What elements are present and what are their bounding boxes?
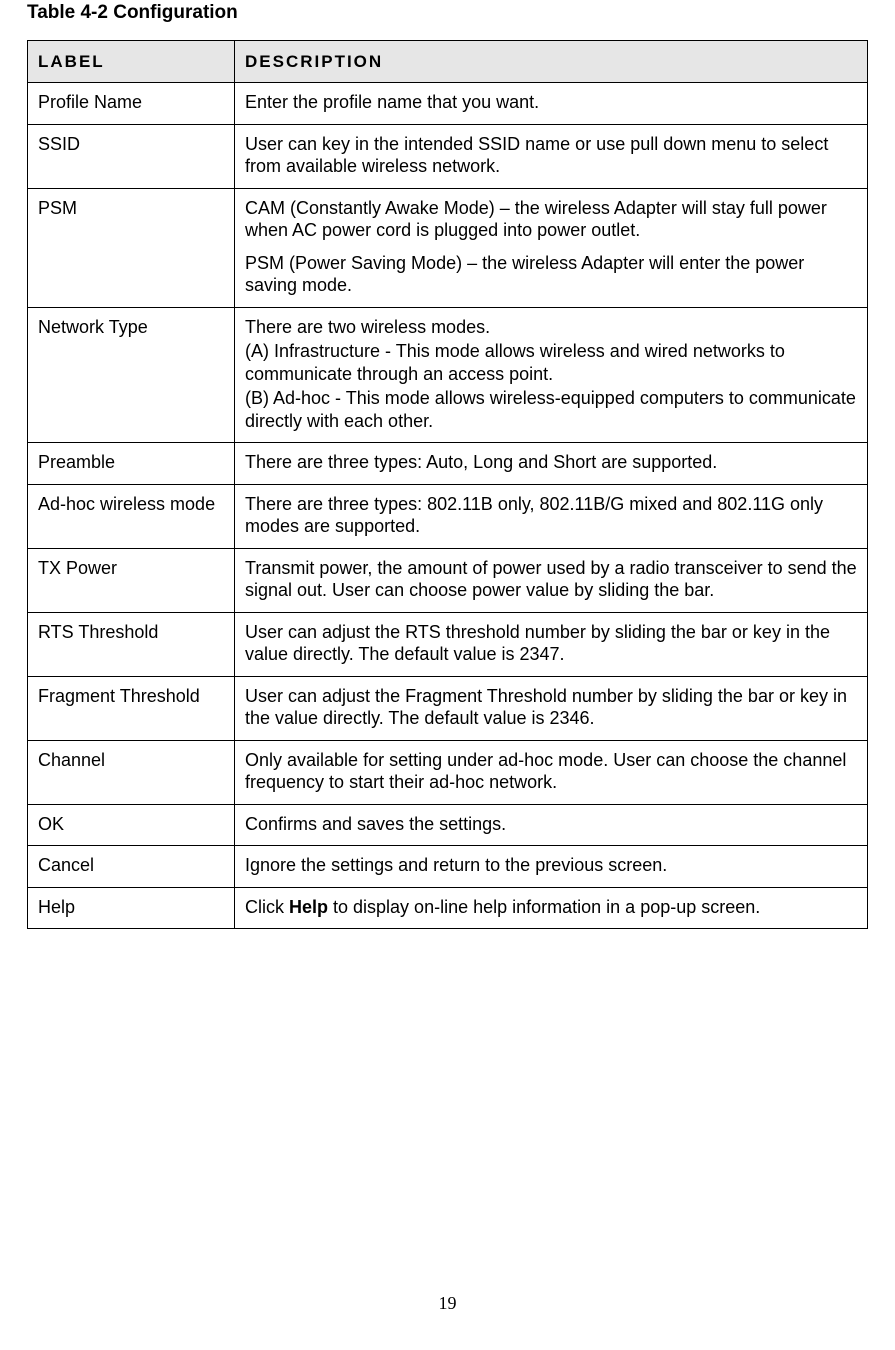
cell-label: Channel [28,740,235,804]
description-paragraph: User can key in the intended SSID name o… [245,133,857,178]
description-paragraph: There are two wireless modes. [245,316,857,339]
table-row: TX PowerTransmit power, the amount of po… [28,548,868,612]
table-row: Preamble There are three types: Auto, Lon… [28,443,868,485]
cell-label: Preamble [28,443,235,485]
table-row: Network TypeThere are two wireless modes… [28,307,868,443]
description-paragraph: Only available for setting under ad-hoc … [245,749,857,794]
table-row: OK Confirms and saves the settings. [28,804,868,846]
page-content: Table 4-2 Configuration LABEL DESCRIPTIO… [0,0,895,929]
cell-description: CAM (Constantly Awake Mode) – the wirele… [235,188,868,307]
cell-label: OK [28,804,235,846]
description-paragraph: There are three types: 802.11B only, 802… [245,493,857,538]
description-paragraph: PSM (Power Saving Mode) – the wireless A… [245,252,857,297]
cell-label: Ad-hoc wireless mode [28,484,235,548]
cell-description: User can adjust the RTS threshold number… [235,612,868,676]
bold-text: Help [289,897,328,917]
description-paragraph: (A) Infrastructure - This mode allows wi… [245,340,857,385]
description-paragraph: Ignore the settings and return to the pr… [245,854,857,877]
table-row: Ad-hoc wireless modeThere are three type… [28,484,868,548]
cell-description: Ignore the settings and return to the pr… [235,846,868,888]
cell-description: User can key in the intended SSID name o… [235,124,868,188]
cell-label: SSID [28,124,235,188]
table-row: Profile Name Enter the profile name that … [28,83,868,125]
table-row: HelpClick Help to display on-line help i… [28,887,868,929]
cell-description: There are three types: 802.11B only, 802… [235,484,868,548]
table-body: Profile Name Enter the profile name that … [28,83,868,929]
description-paragraph: Transmit power, the amount of power used… [245,557,857,602]
description-paragraph: There are three types: Auto, Long and Sh… [245,451,857,474]
description-paragraph: User can adjust the Fragment Threshold n… [245,685,857,730]
header-description: DESCRIPTION [235,41,868,83]
description-paragraph: Click Help to display on-line help infor… [245,896,857,919]
description-paragraph: (B) Ad-hoc - This mode allows wireless-e… [245,387,857,432]
description-paragraph: CAM (Constantly Awake Mode) – the wirele… [245,197,857,242]
table-row: SSIDUser can key in the intended SSID na… [28,124,868,188]
table-header-row: LABEL DESCRIPTION [28,41,868,83]
table-row: ChannelOnly available for setting under … [28,740,868,804]
description-paragraph: Confirms and saves the settings. [245,813,857,836]
table-row: PSMCAM (Constantly Awake Mode) – the wir… [28,188,868,307]
table-row: RTS ThresholdUser can adjust the RTS thr… [28,612,868,676]
cell-label: RTS Threshold [28,612,235,676]
cell-description: User can adjust the Fragment Threshold n… [235,676,868,740]
cell-description: Enter the profile name that you want. [235,83,868,125]
cell-label: Network Type [28,307,235,443]
text: to display on-line help information in a… [328,897,760,917]
caption-prefix: Table 4-2 [27,2,113,23]
cell-label: Help [28,887,235,929]
table-row: Cancel Ignore the settings and return to … [28,846,868,888]
table-row: Fragment ThresholdUser can adjust the Fr… [28,676,868,740]
configuration-table: LABEL DESCRIPTION Profile Name Enter the … [27,40,868,929]
cell-label: Profile Name [28,83,235,125]
cell-description: Only available for setting under ad-hoc … [235,740,868,804]
text: Click [245,897,289,917]
cell-label: Fragment Threshold [28,676,235,740]
header-label: LABEL [28,41,235,83]
cell-label: TX Power [28,548,235,612]
description-paragraph: User can adjust the RTS threshold number… [245,621,857,666]
description-paragraph: Enter the profile name that you want. [245,91,857,114]
table-caption: Table 4-2 Configuration [27,0,868,24]
cell-label: Cancel [28,846,235,888]
cell-description: There are two wireless modes.(A) Infrast… [235,307,868,443]
cell-description: Confirms and saves the settings. [235,804,868,846]
page-number: 19 [0,1293,895,1314]
cell-description: There are three types: Auto, Long and Sh… [235,443,868,485]
cell-description: Transmit power, the amount of power used… [235,548,868,612]
cell-description: Click Help to display on-line help infor… [235,887,868,929]
cell-label: PSM [28,188,235,307]
caption-title: Configuration [113,2,238,23]
